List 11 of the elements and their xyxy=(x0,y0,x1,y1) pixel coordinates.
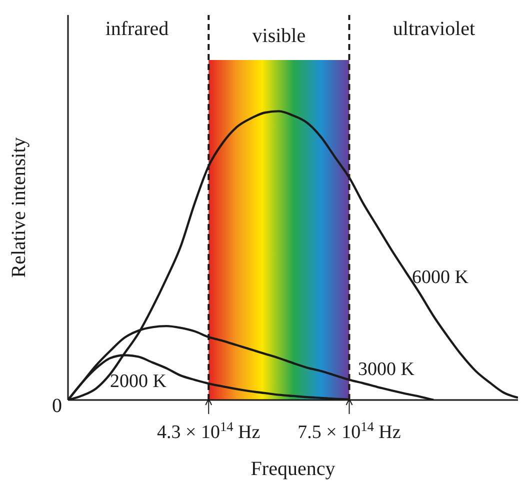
text: infrared xyxy=(105,18,169,40)
y-axis-title: Relative intensity xyxy=(8,137,30,278)
band-label: visible xyxy=(252,25,306,48)
x-tick-label: 7.5 × 10$^{14}$ Hz xyxy=(298,418,401,443)
x-axis-title: Frequency xyxy=(250,458,336,480)
x-tick-label: 4.3 × 10$^{14}$ Hz xyxy=(157,418,260,443)
text: 0 xyxy=(52,395,62,417)
series-label: 2000 K xyxy=(110,371,167,392)
text: ultraviolet xyxy=(392,18,476,40)
series-label: 3000 K xyxy=(358,359,415,380)
series-label: 6000 K xyxy=(412,267,469,288)
